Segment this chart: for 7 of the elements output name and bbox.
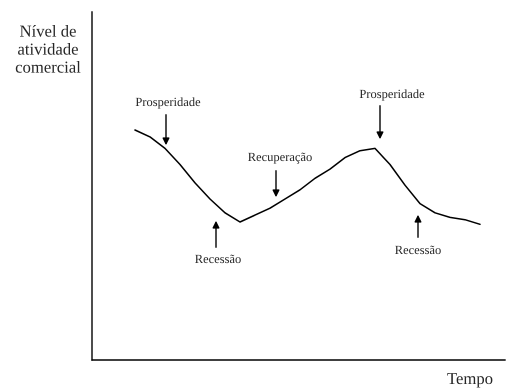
annotation: Recessão	[195, 254, 241, 264]
annotation: Recessão	[395, 246, 441, 254]
text: Prosperidade	[136, 97, 200, 109]
text: Prosperidade	[360, 89, 424, 101]
annotation: Recuperação	[248, 152, 312, 164]
y-axis-title: Nível de atividade comercial	[16, 24, 81, 73]
x-axis-title: Tempo	[447, 373, 492, 388]
